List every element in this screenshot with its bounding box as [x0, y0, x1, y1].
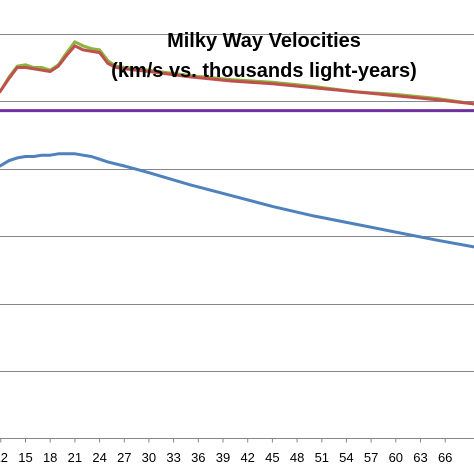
- x-tick-label-66: 66: [438, 450, 452, 465]
- series-line-3: [0, 152, 474, 249]
- x-tick-label-48: 48: [290, 450, 304, 465]
- x-tick-label-45: 45: [265, 450, 279, 465]
- x-tick-label-36: 36: [191, 450, 205, 465]
- series-line-1: [0, 44, 474, 106]
- gridlines: [0, 34, 474, 372]
- chart-title: Milky Way Velocities (km/s vs. thousands…: [111, 30, 417, 82]
- x-tick-label-15: 15: [18, 450, 32, 465]
- x-tick-label-51: 51: [315, 450, 329, 465]
- x-tick-label-21: 21: [68, 450, 82, 465]
- x-tick-label-27: 27: [117, 450, 131, 465]
- x-tick-label-33: 33: [166, 450, 180, 465]
- x-tick-label-39: 39: [216, 450, 230, 465]
- x-tick-label-18: 18: [43, 450, 57, 465]
- x-tick-label-30: 30: [142, 450, 156, 465]
- series-lines: [0, 40, 474, 249]
- x-tick-label-42: 42: [240, 450, 254, 465]
- x-tick-labels: 12 15 18 21 24 27 30 33 36 39 42 45 48 51 54 57 60 63 66: [0, 438, 452, 465]
- x-tick-label-12: 12: [0, 450, 8, 465]
- x-tick-label-57: 57: [364, 450, 378, 465]
- x-tick-label-60: 60: [389, 450, 403, 465]
- chart-title-line-2: (km/s vs. thousands light-years): [111, 60, 417, 82]
- chart-title-line-1: Milky Way Velocities: [167, 30, 361, 52]
- x-tick-label-24: 24: [92, 450, 106, 465]
- x-tick-label-63: 63: [413, 450, 427, 465]
- x-tick-label-54: 54: [339, 450, 353, 465]
